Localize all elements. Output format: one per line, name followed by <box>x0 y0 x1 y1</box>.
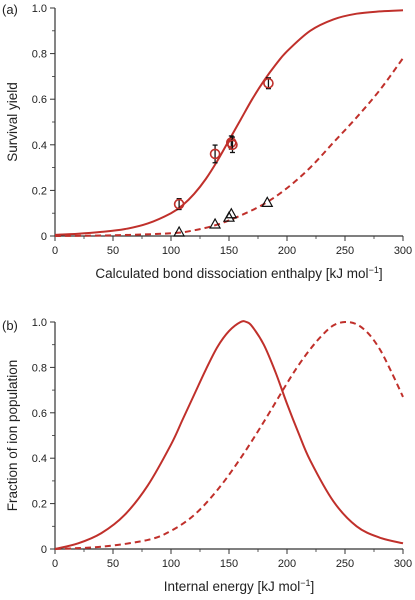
solid-series-line <box>54 320 404 550</box>
x-tick-label: 250 <box>336 558 354 570</box>
x-tick-label: 50 <box>107 558 119 570</box>
dashed-series-line <box>54 320 404 550</box>
x-tick-label: 100 <box>162 558 180 570</box>
x-tick-label: 300 <box>394 245 412 257</box>
x-tick-label: 50 <box>107 245 119 257</box>
y-tick-label: 0.4 <box>32 453 47 465</box>
circle-data-point <box>209 148 221 160</box>
y-tick-label: 0.4 <box>32 140 47 152</box>
axes-frame <box>54 8 403 237</box>
y-tick-label: 0 <box>41 544 47 556</box>
y-axis-title: Fraction of ion population <box>5 360 20 512</box>
triangle-data-point <box>173 225 186 237</box>
panel-label: (b) <box>2 318 18 333</box>
y-tick-label: 0.8 <box>32 362 47 374</box>
x-axis-title: Calculated bond dissociation enthalpy [k… <box>95 265 382 281</box>
y-tick-label: 0 <box>41 231 47 243</box>
x-tick-label: 100 <box>162 245 180 257</box>
x-tick-label: 200 <box>278 245 296 257</box>
y-tick-label: 1.0 <box>32 3 47 15</box>
chart-panel-a: (a) 0 50 100 150 200 250 300 0 0.2 0.4 0.6 0.8 1.0 Cal… <box>2 2 412 281</box>
circle-data-point <box>173 198 185 210</box>
x-axis-title: Internal energy [kJ mol−1] <box>164 578 315 594</box>
triangle-data-point <box>261 196 274 207</box>
x-tick-label: 250 <box>336 245 354 257</box>
y-tick-label: 0.6 <box>32 408 47 420</box>
y-tick-label: 0.2 <box>32 499 47 511</box>
triangle-data-point <box>225 207 238 219</box>
x-tick-label: 150 <box>220 245 238 257</box>
x-tick-label: 150 <box>220 558 238 570</box>
x-tick-label: 0 <box>52 558 58 570</box>
x-tick-label: 200 <box>278 558 296 570</box>
y-tick-label: 0.8 <box>32 49 47 61</box>
circle-data-point <box>263 77 274 89</box>
triangle-data-point <box>209 217 222 229</box>
x-tick-label: 0 <box>52 245 58 257</box>
y-tick-label: 1.0 <box>32 317 47 329</box>
y-tick-label: 0.2 <box>32 185 47 197</box>
y-tick-label: 0.6 <box>32 94 47 106</box>
y-axis-title: Survival yield <box>5 82 20 162</box>
panel-label: (a) <box>2 2 18 17</box>
solid-series-line <box>54 9 404 236</box>
chart-panel-b: (b) 0 50 100 150 200 250 300 0 0.2 0.4 0.6 0.8 1.0 Int… <box>2 317 412 594</box>
x-tick-label: 300 <box>394 558 412 570</box>
axes-frame <box>54 322 403 550</box>
circle-data-point <box>227 139 238 151</box>
